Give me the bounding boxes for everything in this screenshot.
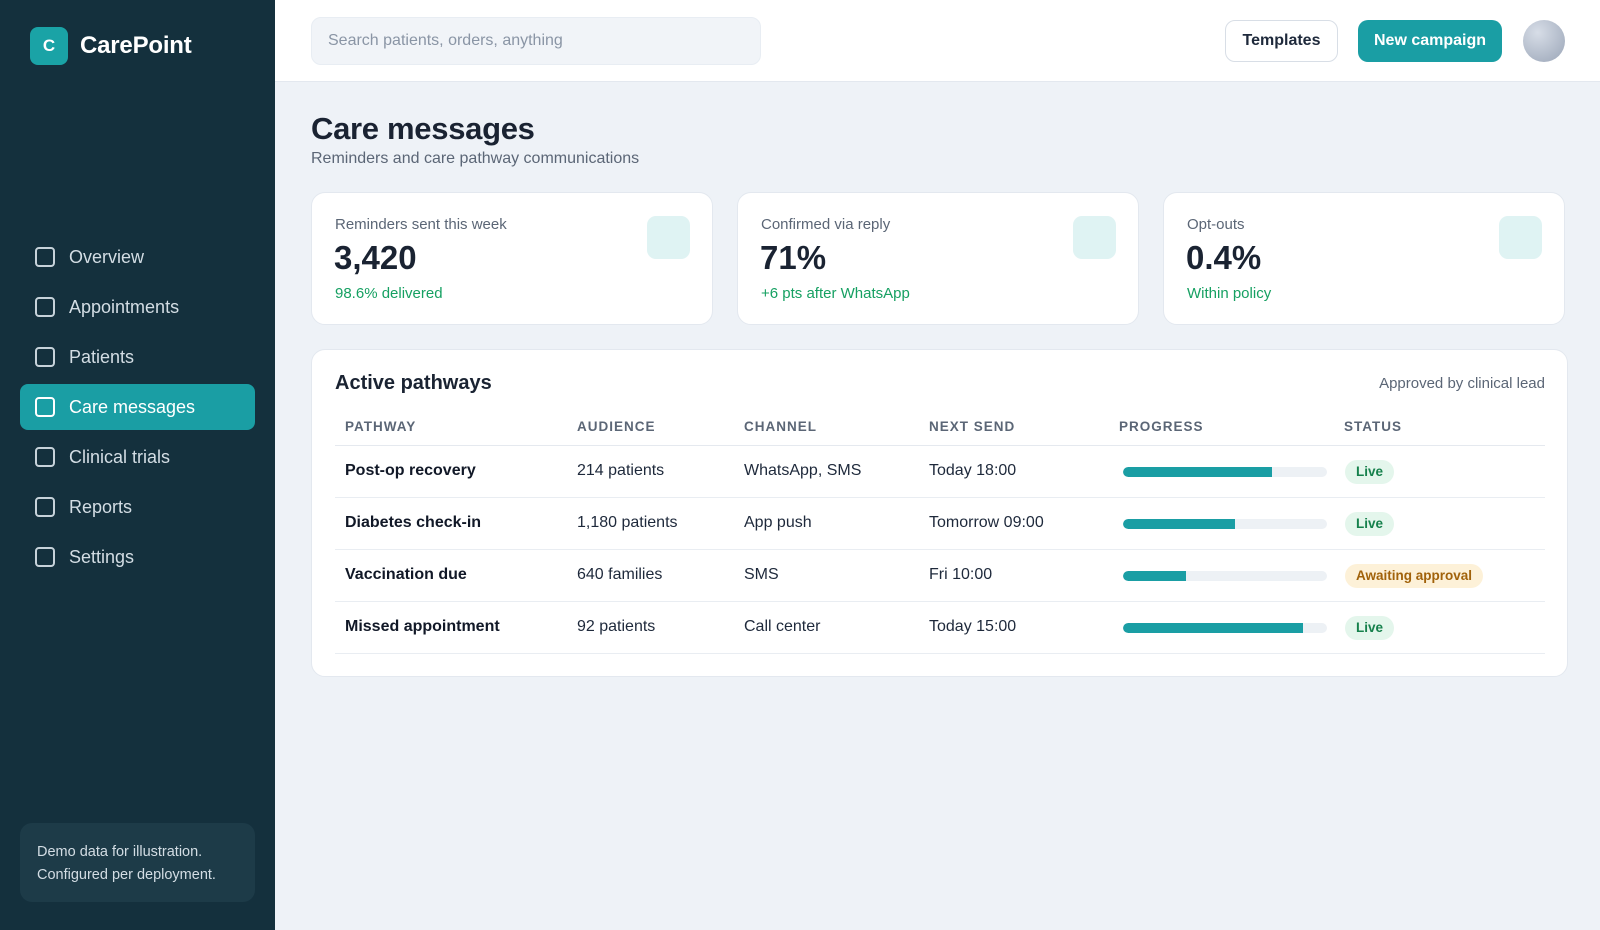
page-subtitle: Reminders and care pathway communication…	[311, 150, 640, 167]
progress-fill	[1123, 571, 1187, 581]
stat-sub: 98.6% delivered	[335, 285, 443, 302]
stat-card-opt-outs: Opt-outs 0.4% Within policy	[1163, 192, 1565, 325]
brand-name: CarePoint	[80, 32, 192, 59]
pathway-name: Missed appointment	[345, 618, 500, 635]
active-pathways-panel: Active pathways Approved by clinical lea…	[311, 349, 1568, 677]
table-row[interactable]: Post-op recovery 214 patients WhatsApp, …	[335, 446, 1545, 498]
sidebar-item-label: Care messages	[69, 396, 196, 417]
channel-cell: WhatsApp, SMS	[744, 462, 862, 479]
column-header-next-send: NEXT SEND	[929, 419, 1016, 434]
page-title: Care messages	[311, 111, 535, 146]
topbar: Templates New campaign	[275, 0, 1600, 82]
square-icon	[35, 247, 55, 267]
pathway-name: Vaccination due	[345, 566, 467, 583]
templates-button[interactable]: Templates	[1225, 20, 1338, 62]
sidebar-item-appointments[interactable]: Appointments	[20, 284, 255, 330]
square-icon	[35, 447, 55, 467]
brand-logo: C	[30, 27, 68, 65]
square-icon	[35, 397, 55, 417]
audience-cell: 1,180 patients	[577, 514, 678, 531]
square-icon	[35, 297, 55, 317]
table-divider	[335, 445, 1545, 446]
sidebar-item-reports[interactable]: Reports	[20, 484, 255, 530]
status-badge: Live	[1345, 616, 1395, 640]
demo-note-line: Demo data for illustration.	[37, 844, 203, 860]
stat-value: 0.4%	[1186, 239, 1262, 276]
sidebar-item-clinical-trials[interactable]: Clinical trials	[20, 434, 255, 480]
progress-bar	[1123, 623, 1327, 633]
audience-cell: 640 families	[577, 566, 663, 583]
demo-note-line: Configured per deployment.	[37, 867, 216, 883]
progress-fill	[1123, 467, 1272, 477]
new-campaign-button[interactable]: New campaign	[1358, 20, 1502, 62]
pathway-name: Diabetes check-in	[345, 514, 482, 531]
next-send-cell: Tomorrow 09:00	[929, 514, 1044, 531]
brand[interactable]: C CarePoint	[30, 27, 192, 65]
stat-icon	[647, 216, 690, 259]
stat-icon	[1499, 216, 1542, 259]
next-send-cell: Today 18:00	[929, 462, 1017, 479]
demo-data-note: Demo data for illustration. Configured p…	[20, 823, 255, 902]
column-header-pathway: PATHWAY	[345, 419, 417, 434]
sidebar-item-label: Reports	[69, 496, 133, 517]
approval-note: Approved by clinical lead	[1379, 375, 1545, 392]
channel-cell: SMS	[744, 566, 779, 583]
stat-card-confirmed: Confirmed via reply 71% +6 pts after Wha…	[737, 192, 1139, 325]
next-send-cell: Fri 10:00	[929, 566, 993, 583]
sidebar-item-label: Clinical trials	[69, 446, 171, 467]
next-send-cell: Today 15:00	[929, 618, 1017, 635]
audience-cell: 92 patients	[577, 618, 656, 635]
channel-cell: App push	[744, 514, 812, 531]
stat-icon	[1073, 216, 1116, 259]
progress-fill	[1123, 519, 1236, 529]
stat-value: 3,420	[334, 239, 417, 276]
pathway-name: Post-op recovery	[345, 462, 476, 479]
status-badge: Live	[1345, 460, 1395, 484]
stat-sub: +6 pts after WhatsApp	[761, 285, 910, 302]
stat-value: 71%	[760, 239, 827, 276]
sidebar-item-patients[interactable]: Patients	[20, 334, 255, 380]
progress-bar	[1123, 467, 1327, 477]
column-header-audience: AUDIENCE	[577, 419, 656, 434]
progress-fill	[1123, 623, 1303, 633]
stat-label: Confirmed via reply	[761, 216, 891, 233]
panel-title: Active pathways	[335, 372, 492, 394]
audience-cell: 214 patients	[577, 462, 665, 479]
status-badge: Live	[1345, 512, 1395, 536]
square-icon	[35, 547, 55, 567]
stat-card-reminders: Reminders sent this week 3,420 98.6% del…	[311, 192, 713, 325]
sidebar-item-label: Overview	[69, 246, 145, 267]
stat-label: Opt-outs	[1187, 216, 1245, 233]
channel-cell: Call center	[744, 618, 821, 635]
avatar[interactable]	[1523, 20, 1565, 62]
sidebar-item-label: Appointments	[69, 296, 180, 317]
square-icon	[35, 347, 55, 367]
column-header-status: STATUS	[1344, 419, 1402, 434]
sidebar-item-care-messages[interactable]: Care messages	[20, 384, 255, 430]
sidebar-item-label: Patients	[69, 346, 135, 367]
status-badge: Awaiting approval	[1345, 564, 1484, 588]
column-header-progress: PROGRESS	[1119, 419, 1204, 434]
square-icon	[35, 497, 55, 517]
sidebar-item-label: Settings	[69, 546, 135, 567]
table-row[interactable]: Missed appointment 92 patients Call cent…	[335, 602, 1545, 654]
search-input[interactable]	[311, 17, 761, 65]
progress-bar	[1123, 571, 1327, 581]
progress-bar	[1123, 519, 1327, 529]
column-header-channel: CHANNEL	[744, 419, 817, 434]
sidebar: C CarePoint Overview Appointments Patien…	[0, 0, 275, 930]
sidebar-item-overview[interactable]: Overview	[20, 234, 255, 280]
table-row[interactable]: Vaccination due 640 families SMS Fri 10:…	[335, 550, 1545, 602]
table-row[interactable]: Diabetes check-in 1,180 patients App pus…	[335, 498, 1545, 550]
sidebar-item-settings[interactable]: Settings	[20, 534, 255, 580]
stat-sub: Within policy	[1187, 285, 1272, 302]
stat-label: Reminders sent this week	[335, 216, 507, 233]
